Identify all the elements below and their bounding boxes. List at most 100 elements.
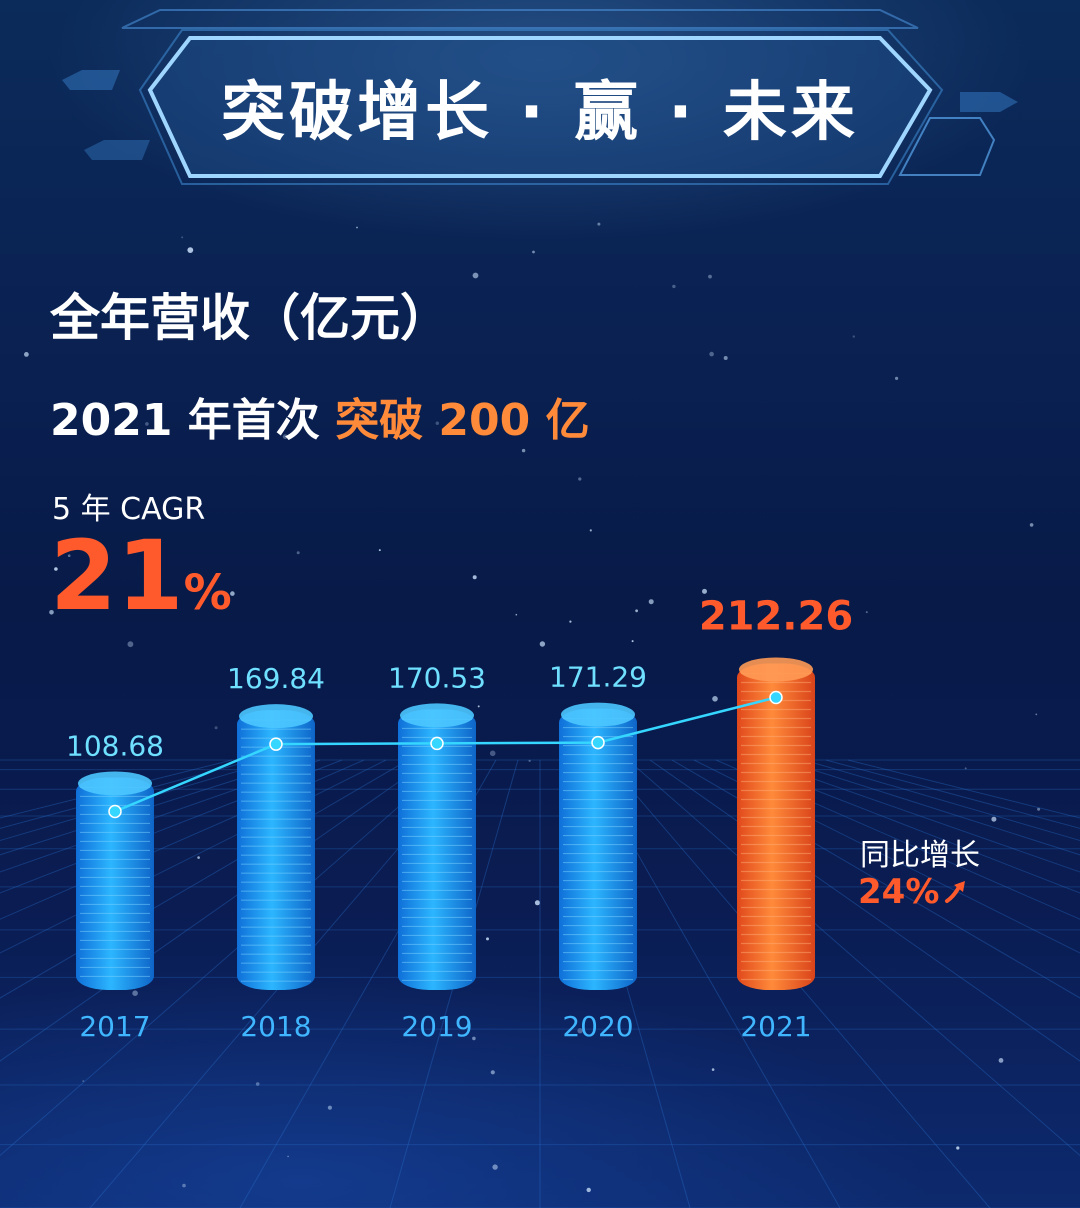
star — [490, 1070, 495, 1075]
star — [472, 575, 477, 580]
grid-line — [0, 759, 409, 999]
bar-2020 — [559, 702, 637, 990]
grid-line — [0, 759, 431, 1062]
bar-2021 — [737, 657, 815, 990]
grid-line — [759, 759, 1080, 873]
trend-point-2019 — [430, 736, 444, 751]
year-label-2019: 2019 — [401, 1010, 472, 1043]
star — [486, 937, 489, 941]
star — [865, 611, 868, 614]
star — [672, 284, 676, 289]
star — [435, 421, 439, 425]
yoy-value-wrap: 24% — [858, 872, 969, 912]
revenue-subline: 2021 年首次 突破 200 亿 — [50, 384, 590, 448]
star — [723, 356, 728, 360]
cagr-unit: % — [183, 565, 232, 621]
star — [964, 767, 967, 770]
star — [49, 610, 54, 615]
value-label-2017: 108.68 — [66, 729, 164, 762]
star — [635, 609, 638, 613]
star — [578, 477, 582, 481]
star — [708, 274, 712, 279]
star — [521, 448, 526, 453]
year-label-2021: 2021 — [740, 1010, 811, 1043]
grid-line — [0, 759, 365, 920]
value-label-2021: 212.26 — [699, 594, 853, 640]
star — [991, 816, 997, 822]
star — [356, 226, 358, 229]
star — [597, 222, 601, 226]
star — [477, 705, 480, 708]
star — [327, 1105, 332, 1110]
star — [197, 856, 200, 859]
grid-line — [847, 759, 1080, 819]
star — [187, 247, 194, 254]
bar-2017 — [76, 771, 154, 990]
star — [282, 434, 288, 440]
grid-line — [627, 759, 1080, 1157]
star — [378, 549, 381, 552]
star — [589, 529, 592, 532]
yoy-value: 24% — [858, 872, 940, 912]
star — [702, 588, 707, 594]
grid-line — [737, 759, 1080, 894]
yoy-label: 同比增长 — [860, 838, 980, 873]
banner-title: 突破增长 · 赢 · 未来 — [221, 76, 859, 150]
star — [82, 1080, 85, 1083]
grid-line — [0, 759, 299, 856]
star — [472, 1036, 476, 1041]
arrow-up-right-icon — [945, 881, 966, 903]
star — [998, 1058, 1004, 1063]
cagr-value: 21% — [50, 528, 232, 624]
star — [200, 503, 203, 505]
star — [182, 1183, 186, 1188]
star — [709, 351, 714, 357]
star — [569, 620, 572, 623]
trend-point-2020 — [591, 735, 605, 750]
star — [532, 250, 535, 254]
star — [230, 591, 235, 596]
star — [296, 551, 300, 555]
cagr-label: 5 年 CAGR — [52, 492, 206, 527]
star — [1035, 713, 1038, 716]
grid-line — [715, 759, 1080, 920]
star — [145, 422, 149, 426]
star — [586, 1187, 591, 1193]
grid-line — [671, 759, 1080, 999]
star — [712, 696, 718, 702]
bar-2019 — [398, 703, 476, 990]
cagr-number: 21 — [50, 520, 184, 632]
star — [648, 599, 654, 605]
year-label-2018: 2018 — [240, 1010, 311, 1043]
grid-line — [693, 759, 1080, 954]
grid-line — [781, 759, 1080, 856]
trend-point-2021 — [769, 690, 783, 705]
star — [631, 640, 634, 643]
star — [852, 335, 855, 338]
value-label-2018: 169.84 — [227, 662, 325, 695]
star — [127, 641, 134, 648]
star — [54, 567, 58, 571]
star — [528, 759, 531, 762]
star — [489, 750, 496, 757]
star — [577, 1028, 583, 1034]
grid-line — [0, 759, 387, 954]
star — [515, 613, 518, 616]
star — [534, 900, 540, 906]
star — [1029, 523, 1034, 527]
subline-highlight: 突破 200 亿 — [335, 395, 590, 446]
star — [255, 1082, 260, 1086]
star — [287, 1155, 289, 1158]
banner-frame — [62, 9, 1018, 185]
star — [956, 1146, 960, 1150]
revenue-headline: 全年营收（亿元） — [50, 289, 450, 347]
star — [214, 726, 218, 730]
trend-point-2018 — [269, 737, 283, 751]
value-label-2019: 170.53 — [388, 661, 486, 694]
trend-point-2017 — [108, 804, 122, 819]
grid-line — [649, 759, 1080, 1062]
star — [492, 1164, 498, 1170]
grid-line — [0, 759, 453, 1157]
grid-line — [803, 759, 1080, 842]
